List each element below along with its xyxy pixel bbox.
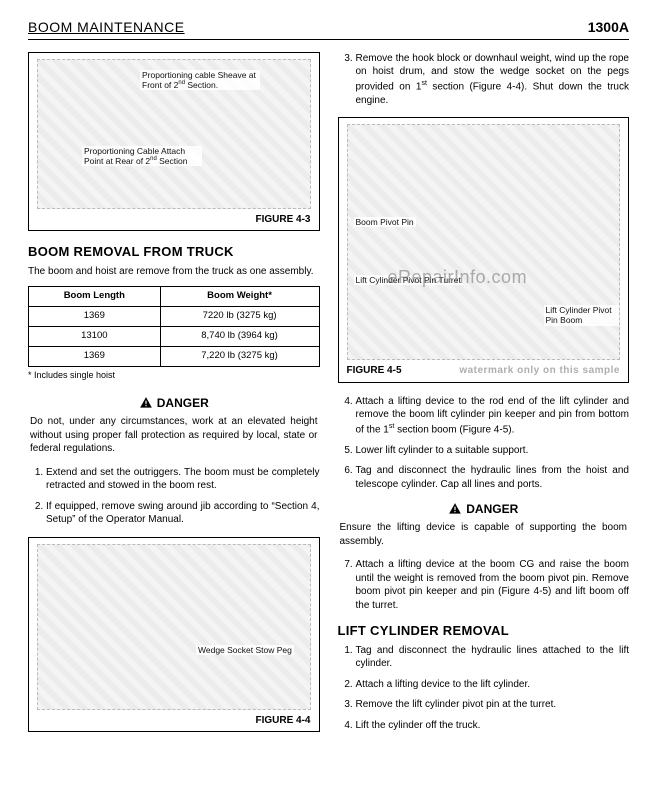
fig43-callout-attach: Proportioning Cable Attach Point at Rear… bbox=[82, 146, 202, 166]
right-column: Remove the hook block or downhaul weight… bbox=[338, 52, 630, 744]
figure-4-4-art: Wedge Socket Stow Peg bbox=[37, 544, 311, 710]
step-6: Tag and disconnect the hydraulic lines f… bbox=[356, 464, 630, 491]
watermark-sub: watermark only on this sample bbox=[459, 364, 620, 378]
header-title: BOOM MAINTENANCE bbox=[28, 18, 185, 37]
danger-text-2: Ensure the lifting device is capable of … bbox=[340, 521, 628, 548]
fig45-callout-boom-pivot: Boom Pivot Pin bbox=[354, 217, 416, 227]
table-row: 1369 7220 lb (3275 kg) bbox=[29, 307, 320, 327]
step-7: Attach a lifting device at the boom CG a… bbox=[356, 558, 630, 612]
figure-4-3: Proportioning cable Sheave at Front of 2… bbox=[28, 52, 320, 232]
fig43-callout-sheave: Proportioning cable Sheave at Front of 2… bbox=[140, 70, 260, 90]
fig44-callout-wedge: Wedge Socket Stow Peg bbox=[196, 645, 294, 655]
step-1: Extend and set the outriggers. The boom … bbox=[46, 466, 320, 493]
fig45-callout-lift-turret: Lift Cylinder Pivot Pin Turret bbox=[354, 275, 463, 285]
figure-4-4: Wedge Socket Stow Peg FIGURE 4-4 bbox=[28, 537, 320, 733]
left-column: Proportioning cable Sheave at Front of 2… bbox=[28, 52, 320, 744]
removal-steps-1-2: Extend and set the outriggers. The boom … bbox=[28, 466, 320, 527]
step-5: Lower lift cylinder to a suitable suppor… bbox=[356, 444, 630, 458]
two-column-layout: Proportioning cable Sheave at Front of 2… bbox=[28, 52, 629, 744]
danger-text-1: Do not, under any circumstances, work at… bbox=[30, 415, 318, 456]
removal-steps-4-6: Attach a lifting device to the rod end o… bbox=[338, 395, 630, 491]
figure-4-3-caption: FIGURE 4-3 bbox=[37, 213, 311, 227]
figure-4-5-art: Boom Pivot Pin Lift Cylinder Pivot Pin T… bbox=[347, 124, 621, 360]
danger-heading-1: DANGER bbox=[28, 395, 320, 411]
figure-4-4-caption: FIGURE 4-4 bbox=[37, 714, 311, 728]
table-header-weight: Boom Weight* bbox=[160, 287, 319, 307]
step-3: Remove the hook block or downhaul weight… bbox=[356, 52, 630, 107]
table-row: 1369 7,220 lb (3275 kg) bbox=[29, 346, 320, 366]
header-model: 1300A bbox=[588, 18, 629, 37]
lift-cyl-steps: Tag and disconnect the hydraulic lines a… bbox=[338, 644, 630, 733]
boom-removal-intro: The boom and hoist are remove from the t… bbox=[28, 265, 320, 279]
warning-icon bbox=[448, 502, 462, 516]
page-header: BOOM MAINTENANCE 1300A bbox=[28, 18, 629, 40]
lift-step-4: Lift the cylinder off the truck. bbox=[356, 719, 630, 733]
lift-step-2: Attach a lifting device to the lift cyli… bbox=[356, 678, 630, 692]
table-row: 13100 8,740 lb (3964 kg) bbox=[29, 327, 320, 347]
step-2: If equipped, remove swing around jib acc… bbox=[46, 500, 320, 527]
table-footnote: * Includes single hoist bbox=[28, 369, 320, 381]
warning-icon bbox=[139, 396, 153, 410]
figure-4-5: Boom Pivot Pin Lift Cylinder Pivot Pin T… bbox=[338, 117, 630, 383]
lift-step-1: Tag and disconnect the hydraulic lines a… bbox=[356, 644, 630, 671]
fig45-callout-lift-boom: Lift Cylinder Pivot Pin Boom bbox=[544, 305, 620, 325]
boom-weight-table: Boom Length Boom Weight* 1369 7220 lb (3… bbox=[28, 286, 320, 366]
section-lift-cyl-removal: LIFT CYLINDER REMOVAL bbox=[338, 622, 630, 640]
removal-step-7: Attach a lifting device at the boom CG a… bbox=[338, 558, 630, 612]
removal-step-3: Remove the hook block or downhaul weight… bbox=[338, 52, 630, 107]
figure-4-5-caption: FIGURE 4-5 watermark only on this sample bbox=[347, 364, 621, 378]
section-boom-removal: BOOM REMOVAL FROM TRUCK bbox=[28, 243, 320, 261]
step-4: Attach a lifting device to the rod end o… bbox=[356, 395, 630, 437]
lift-step-3: Remove the lift cylinder pivot pin at th… bbox=[356, 698, 630, 712]
table-header-length: Boom Length bbox=[29, 287, 161, 307]
danger-heading-2: DANGER bbox=[338, 501, 630, 517]
figure-4-3-art: Proportioning cable Sheave at Front of 2… bbox=[37, 59, 311, 209]
